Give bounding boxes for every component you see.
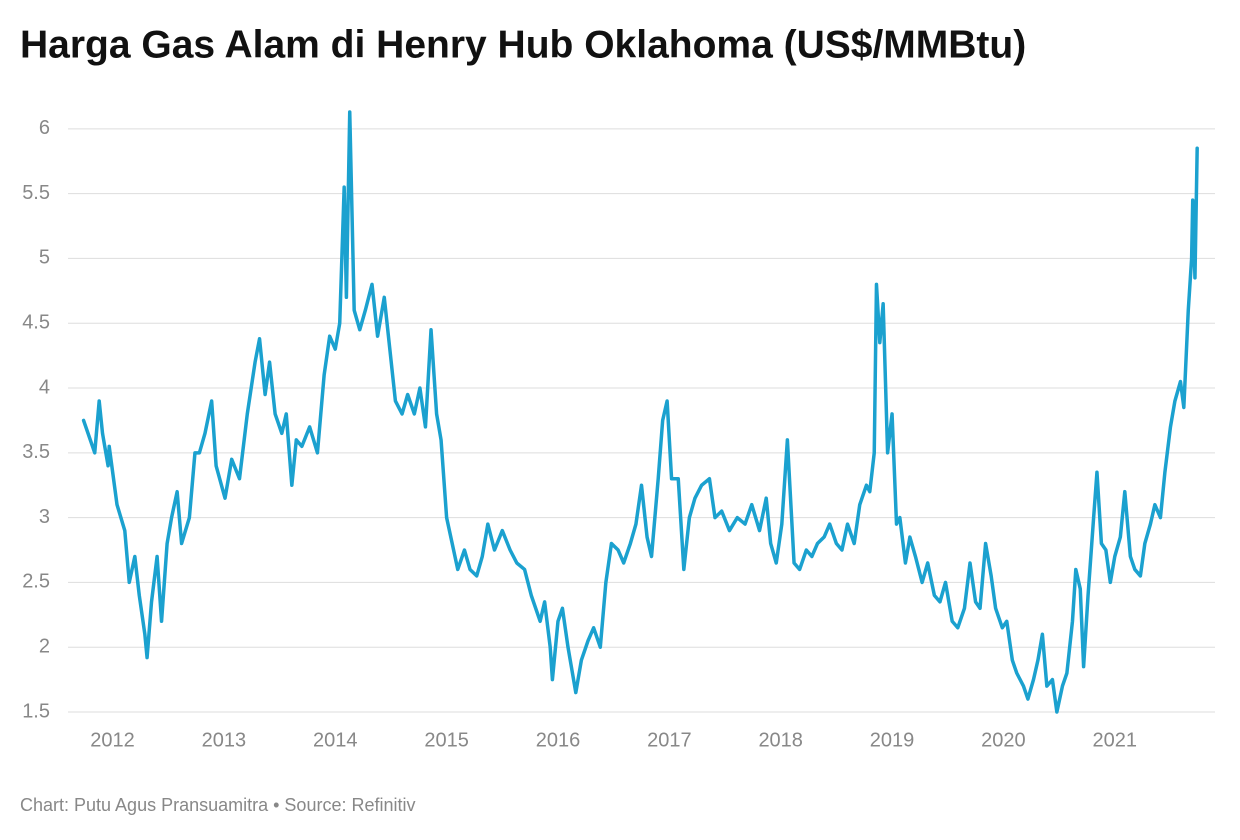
y-tick-label: 5.5 (22, 182, 50, 204)
source-note: Chart: Putu Agus Pransuamitra • Source: … (20, 795, 415, 815)
y-tick-label: 3 (39, 506, 50, 528)
chart-title: Harga Gas Alam di Henry Hub Oklahoma (US… (20, 23, 1026, 66)
x-tick-label: 2019 (870, 729, 915, 751)
x-tick-label: 2018 (758, 729, 803, 751)
y-tick-label: 4.5 (22, 312, 50, 334)
x-tick-label: 2012 (90, 729, 135, 751)
y-tick-label: 3.5 (22, 441, 50, 463)
x-tick-label: 2014 (313, 729, 358, 751)
x-tick-label: 2015 (424, 729, 469, 751)
x-tick-label: 2016 (536, 729, 581, 751)
x-tick-label: 2020 (981, 729, 1026, 751)
price-line (81, 110, 1199, 714)
y-tick-label: 4 (39, 376, 50, 398)
x-tick-label: 2013 (202, 729, 247, 751)
y-tick-label: 6 (39, 117, 50, 139)
y-tick-label: 2.5 (22, 571, 50, 593)
x-tick-label: 2017 (647, 729, 692, 751)
y-tick-label: 5 (39, 247, 50, 269)
y-tick-label: 1.5 (22, 700, 50, 722)
x-tick-label: 2021 (1093, 729, 1138, 751)
y-tick-label: 2 (39, 635, 50, 657)
